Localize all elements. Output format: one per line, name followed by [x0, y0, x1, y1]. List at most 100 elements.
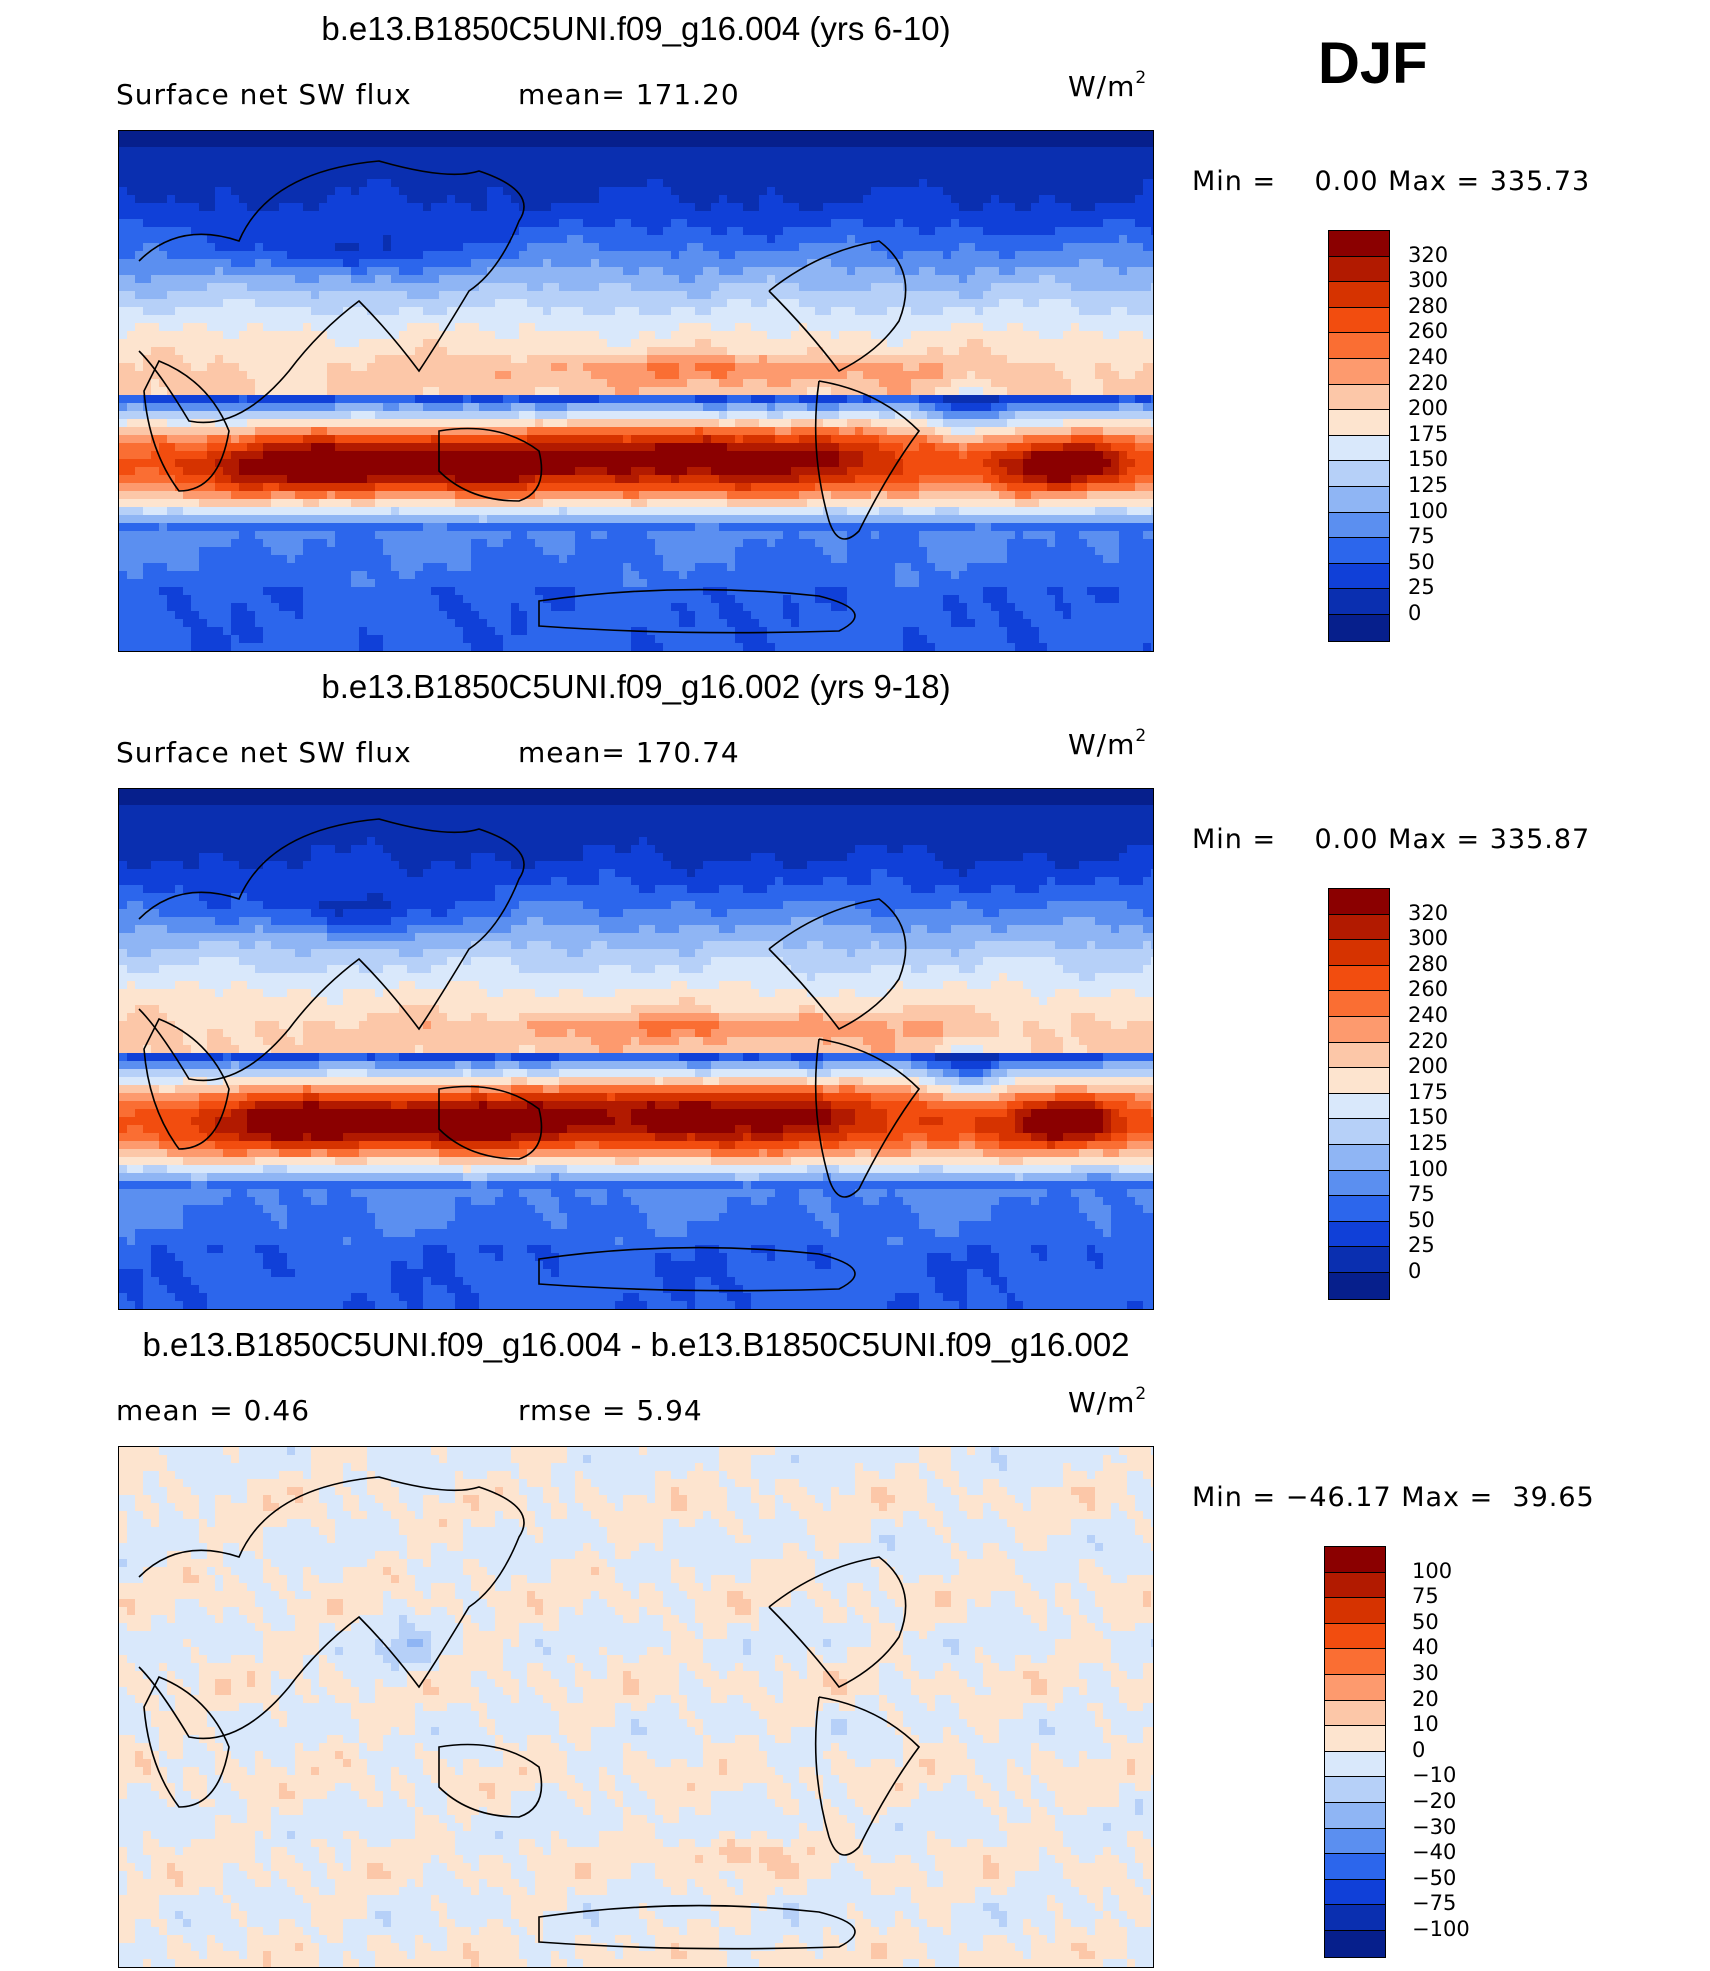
field-cell	[191, 403, 200, 412]
field-cell	[959, 243, 968, 252]
field-cell	[567, 299, 576, 308]
field-cell	[375, 131, 384, 140]
field-cell	[431, 139, 440, 148]
field-cell	[175, 235, 184, 244]
field-cell	[607, 291, 616, 300]
field-cell	[463, 275, 472, 284]
field-cell	[343, 139, 352, 148]
field-cell	[159, 387, 168, 396]
field-cell	[399, 155, 408, 164]
field-cell	[847, 331, 856, 340]
field-cell	[639, 187, 648, 196]
field-cell	[527, 195, 536, 204]
field-cell	[975, 267, 984, 276]
field-cell	[999, 131, 1008, 140]
field-cell	[807, 195, 816, 204]
field-cell	[1015, 147, 1024, 156]
field-cell	[191, 267, 200, 276]
field-cell	[695, 259, 704, 268]
field-cell	[367, 235, 376, 244]
field-cell	[855, 259, 864, 268]
field-cell	[519, 371, 528, 380]
field-cell	[367, 339, 376, 348]
field-cell	[1087, 411, 1096, 420]
field-cell	[1023, 227, 1032, 236]
field-cell	[991, 235, 1000, 244]
field-cell	[919, 187, 928, 196]
field-cell	[271, 131, 280, 140]
field-cell	[239, 259, 248, 268]
field-cell	[967, 171, 976, 180]
field-cell	[791, 403, 800, 412]
field-cell	[791, 291, 800, 300]
field-cell	[943, 347, 952, 356]
field-cell	[871, 403, 880, 412]
field-cell	[287, 403, 296, 412]
field-cell	[1079, 155, 1088, 164]
field-cell	[751, 251, 760, 260]
field-cell	[503, 339, 512, 348]
field-cell	[559, 395, 568, 404]
field-cell	[943, 155, 952, 164]
field-cell	[519, 427, 528, 436]
field-cell	[671, 387, 680, 396]
field-cell	[1031, 227, 1040, 236]
field-cell	[591, 411, 600, 420]
field-cell	[719, 419, 728, 428]
field-cell	[383, 243, 392, 252]
field-cell	[399, 179, 408, 188]
field-cell	[287, 219, 296, 228]
field-cell	[1127, 139, 1136, 148]
field-cell	[895, 219, 904, 228]
field-cell	[807, 187, 816, 196]
field-cell	[783, 363, 792, 372]
field-cell	[847, 227, 856, 236]
field-cell	[271, 203, 280, 212]
field-cell	[287, 243, 296, 252]
field-cell	[879, 299, 888, 308]
field-cell	[207, 291, 216, 300]
field-cell	[295, 131, 304, 140]
field-cell	[463, 219, 472, 228]
field-cell	[199, 131, 208, 140]
field-cell	[183, 411, 192, 420]
field-cell	[1127, 291, 1136, 300]
field-cell	[799, 275, 808, 284]
field-cell	[999, 387, 1008, 396]
field-cell	[543, 227, 552, 236]
field-cell	[311, 235, 320, 244]
field-cell	[647, 147, 656, 156]
field-cell	[623, 299, 632, 308]
field-cell	[511, 243, 520, 252]
field-cell	[1127, 219, 1136, 228]
field-cell	[167, 211, 176, 220]
field-cell	[471, 131, 480, 140]
field-cell	[951, 131, 960, 140]
field-cell	[1015, 427, 1024, 436]
field-cell	[319, 291, 328, 300]
field-cell	[527, 371, 536, 380]
field-cell	[751, 427, 760, 436]
field-cell	[935, 235, 944, 244]
field-cell	[727, 243, 736, 252]
field-cell	[335, 203, 344, 212]
field-cell	[367, 283, 376, 292]
field-cell	[279, 419, 288, 428]
field-cell	[1007, 291, 1016, 300]
field-cell	[487, 243, 496, 252]
field-cell	[247, 323, 256, 332]
field-cell	[191, 219, 200, 228]
field-cell	[863, 291, 872, 300]
field-cell	[871, 163, 880, 172]
field-cell	[271, 211, 280, 220]
field-cell	[1111, 147, 1120, 156]
field-cell	[1015, 363, 1024, 372]
field-cell	[479, 315, 488, 324]
field-cell	[711, 347, 720, 356]
field-cell	[847, 147, 856, 156]
field-cell	[239, 187, 248, 196]
field-cell	[151, 147, 160, 156]
field-cell	[199, 235, 208, 244]
field-cell	[1071, 371, 1080, 380]
field-cell	[807, 275, 816, 284]
